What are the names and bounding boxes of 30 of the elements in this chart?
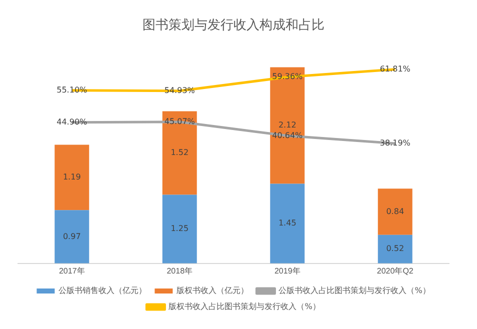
- x-tick-label: 2018年: [166, 266, 193, 276]
- legend-label: 公版书销售收入（亿元）: [58, 286, 147, 296]
- data-label: 1.25: [170, 224, 189, 234]
- data-label: 1.45: [278, 218, 296, 228]
- data-label: 38.19%: [380, 138, 411, 148]
- data-label: 0.97: [62, 232, 81, 241]
- bar: [378, 234, 412, 264]
- data-label: 1.52: [170, 148, 189, 158]
- data-label: 55.10%: [56, 85, 88, 94]
- x-tick-label: 2017年: [58, 266, 85, 276]
- data-label: 0.84: [386, 206, 404, 216]
- data-label: 44.90%: [56, 117, 88, 126]
- data-label: 1.19: [62, 172, 81, 182]
- bar: [54, 144, 90, 210]
- legend-label: 版权书收入（亿元）: [176, 286, 249, 296]
- data-label: 61.81%: [380, 64, 411, 74]
- legend-label: 公版书收入占比图书策划与发行收入（%）: [278, 286, 430, 296]
- legend-label: 版权书收入占比图书策划与发行收入（%）: [168, 302, 320, 312]
- data-label: 0.52: [386, 244, 404, 254]
- bar: [378, 188, 412, 235]
- chart-title: 图书策划与发行收入构成和占比: [142, 18, 324, 34]
- data-label: 59.36%: [272, 72, 304, 82]
- data-label: 2.12: [278, 120, 296, 130]
- bar: [270, 184, 305, 264]
- bar: [162, 111, 197, 195]
- x-tick-label: 2019年: [274, 266, 300, 276]
- bar: [54, 210, 90, 264]
- bar: [270, 67, 305, 184]
- x-tick-label: 2020年Q2: [376, 266, 414, 276]
- bar: [162, 194, 197, 264]
